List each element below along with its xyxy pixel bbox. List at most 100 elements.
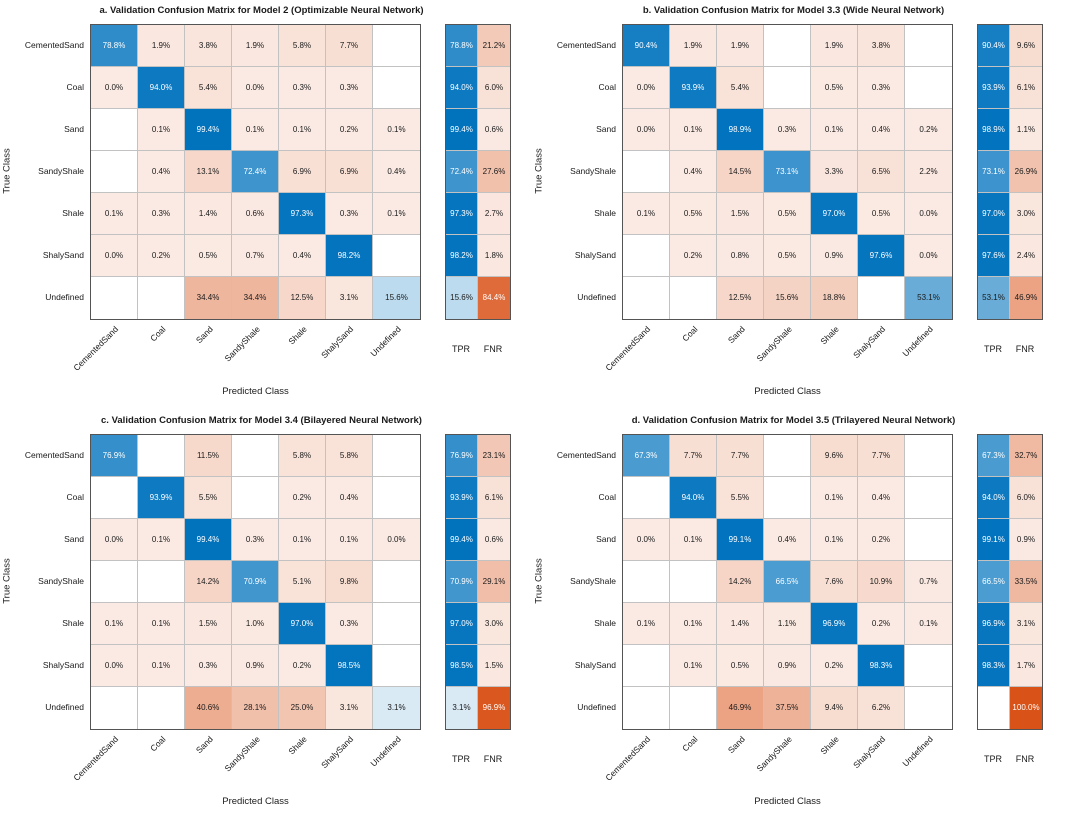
row-label: Sand [596, 124, 616, 134]
matrix-cell: 12.5% [279, 277, 326, 319]
matrix-cell [373, 435, 420, 477]
matrix-cell: 0.2% [811, 645, 858, 687]
fnr-cell: 0.6% [478, 109, 510, 151]
row-label: Sand [64, 534, 84, 544]
matrix-cell: 53.1% [905, 277, 952, 319]
panel-title: c. Validation Confusion Matrix for Model… [101, 415, 422, 426]
fnr-cell: 6.1% [1010, 67, 1042, 109]
x-tick-label: Coal [148, 324, 168, 344]
x-tick-label: Shale [818, 324, 841, 347]
matrix-cell: 0.2% [279, 645, 326, 687]
matrix-cell: 0.1% [811, 477, 858, 519]
matrix-cell: 1.9% [138, 25, 185, 67]
fnr-cell: 6.0% [478, 67, 510, 109]
row-label: CementedSand [556, 450, 616, 460]
x-tick-label: Sand [725, 324, 747, 346]
x-tick-label: SandyShale [222, 324, 262, 364]
matrix-box: 78.8% 1.9% 3.8% 1.9% 5.8% 7.7% 0.0% 94.0% 5.4% 0.… [90, 24, 421, 320]
matrix-cell: 0.1% [905, 603, 952, 645]
matrix-cell: 0.5% [811, 67, 858, 109]
row-label: Undefined [577, 702, 616, 712]
matrix-cell: 93.9% [670, 67, 717, 109]
matrix-cell [623, 277, 670, 319]
matrix-cell [373, 645, 420, 687]
matrix-cell: 0.1% [670, 645, 717, 687]
matrix-cell [623, 561, 670, 603]
x-tick-label: CementedSand [71, 734, 121, 783]
matrix-cell: 0.0% [91, 645, 138, 687]
matrix-cell: 11.5% [185, 435, 232, 477]
x-tick-area: CementedSand Coal Sand SandyShale Shale Shaly… [532, 320, 1064, 378]
matrix-cell: 0.0% [373, 519, 420, 561]
row-label: Shale [594, 618, 616, 628]
x-tick-label: SandyShale [754, 324, 794, 364]
panel-title: a. Validation Confusion Matrix for Model… [99, 5, 424, 16]
matrix-cell: 0.7% [232, 235, 279, 277]
matrix-cell [764, 67, 811, 109]
matrix-cell: 0.1% [138, 645, 185, 687]
confusion-plot: CementedSand Coal Sand SandyShale Shale Shaly… [546, 434, 1046, 730]
matrix-box: 76.9% 11.5% 5.8% 5.8% 93.9% 5.5% 0.2% 0.4% 0.0% 0… [90, 434, 421, 730]
matrix-cell: 14.5% [717, 151, 764, 193]
tpr-cell: 93.9% [978, 67, 1010, 109]
matrix-cell [905, 67, 952, 109]
matrix-cell: 15.6% [373, 277, 420, 319]
matrix-cell: 93.9% [138, 477, 185, 519]
x-tick-label: Sand [725, 734, 747, 756]
x-tick-label: Sand [193, 734, 215, 756]
row-label: SandyShale [570, 576, 616, 586]
matrix-cell: 5.8% [279, 435, 326, 477]
fnr-cell: 96.9% [478, 687, 510, 729]
summary-column-label: FNR [1015, 754, 1035, 764]
x-tick-label: Coal [680, 324, 700, 344]
fnr-cell: 1.5% [478, 645, 510, 687]
fnr-cell: 84.4% [478, 277, 510, 319]
matrix-cell: 66.5% [764, 561, 811, 603]
matrix-cell: 0.4% [858, 477, 905, 519]
matrix-cell: 7.7% [717, 435, 764, 477]
matrix-cell: 97.3% [279, 193, 326, 235]
y-axis-label: True Class [533, 558, 545, 604]
matrix-cell: 96.9% [811, 603, 858, 645]
row-label: Shale [62, 618, 84, 628]
tpr-cell: 98.5% [446, 645, 478, 687]
matrix-cell: 28.1% [232, 687, 279, 729]
summary-box: 90.4% 93.9% 98.9% 73.1% 97.0% 97.6% 53.1% 9.6% 6… [977, 24, 1043, 320]
matrix-cell [91, 151, 138, 193]
fnr-cell: 27.6% [478, 151, 510, 193]
matrix-cell: 0.8% [717, 235, 764, 277]
matrix-cell [764, 435, 811, 477]
matrix-cell: 14.2% [717, 561, 764, 603]
summary-column-label: TPR [452, 754, 470, 764]
row-label: SandyShale [570, 166, 616, 176]
matrix-cell: 0.9% [764, 645, 811, 687]
matrix-cell [670, 277, 717, 319]
matrix-cell: 0.1% [138, 519, 185, 561]
fnr-cell: 2.7% [478, 193, 510, 235]
matrix-cell: 0.0% [623, 109, 670, 151]
matrix-cell: 5.1% [279, 561, 326, 603]
matrix-cell: 18.8% [811, 277, 858, 319]
matrix-cell [91, 277, 138, 319]
matrix-cell: 0.0% [232, 67, 279, 109]
matrix-cell [670, 687, 717, 729]
tpr-cell: 98.9% [978, 109, 1010, 151]
tpr-cell: 94.0% [978, 477, 1010, 519]
row-label: CementedSand [24, 450, 84, 460]
matrix-cell: 7.7% [326, 25, 373, 67]
row-label: ShalySand [574, 660, 616, 670]
matrix-cell: 9.6% [811, 435, 858, 477]
matrix-cell: 0.3% [232, 519, 279, 561]
matrix-cell: 0.4% [858, 109, 905, 151]
tpr-cell: 78.8% [446, 25, 478, 67]
matrix-cell: 0.0% [91, 67, 138, 109]
y-axis-label: True Class [1, 148, 13, 194]
summary-box: 78.8% 94.0% 99.4% 72.4% 97.3% 98.2% 15.6% 21.2%… [445, 24, 511, 320]
matrix-cell: 15.6% [764, 277, 811, 319]
matrix-cell: 72.4% [232, 151, 279, 193]
matrix-cell: 90.4% [623, 25, 670, 67]
matrix-cell [623, 477, 670, 519]
matrix-cell [905, 645, 952, 687]
fnr-cell: 1.7% [1010, 645, 1042, 687]
row-label: Undefined [577, 292, 616, 302]
